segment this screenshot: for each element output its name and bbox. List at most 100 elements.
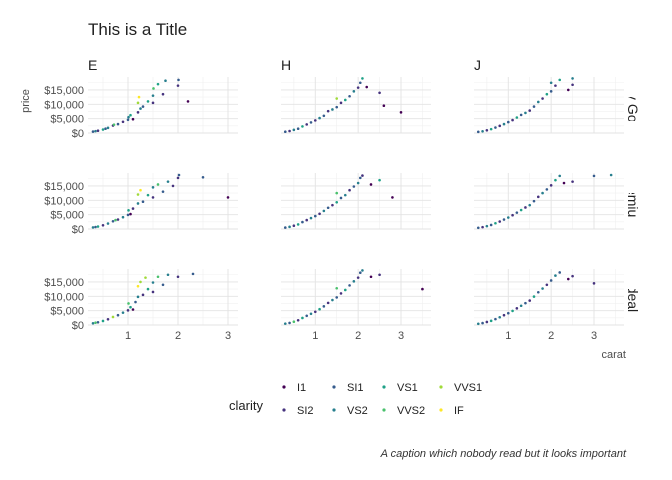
facet-row-label: Very Good <box>625 72 641 138</box>
data-point <box>369 275 373 279</box>
chart-caption: A caption which nobody read but it looks… <box>380 448 627 460</box>
legend-label: SI1 <box>347 382 364 394</box>
data-point <box>156 82 160 86</box>
facet-panel-H-ideal: 1 2 3 <box>281 269 431 342</box>
data-point <box>515 116 519 119</box>
y-tick-label: $15,000 <box>44 181 84 193</box>
data-point <box>111 219 115 223</box>
data-point <box>494 126 497 129</box>
data-point <box>502 218 506 221</box>
data-point <box>352 90 356 93</box>
legend-item-vs1: VS1 <box>382 382 418 394</box>
data-point <box>519 113 523 117</box>
data-point <box>532 105 536 108</box>
data-point <box>166 273 170 277</box>
data-point <box>489 127 493 131</box>
data-point <box>382 104 386 108</box>
data-point <box>283 322 287 325</box>
data-point <box>532 199 536 203</box>
y-tick-label: $15,000 <box>44 277 84 289</box>
data-point <box>146 100 150 103</box>
data-point <box>283 130 287 134</box>
data-point <box>348 188 351 192</box>
data-point <box>139 280 142 284</box>
data-point <box>335 286 339 290</box>
data-point <box>283 226 287 229</box>
data-point <box>545 92 549 96</box>
data-point <box>335 97 339 100</box>
data-point <box>562 181 566 185</box>
data-point <box>129 212 132 216</box>
data-point <box>571 77 574 80</box>
data-point <box>511 118 514 122</box>
data-point <box>571 274 574 278</box>
data-point <box>141 293 145 297</box>
data-point <box>356 276 360 279</box>
data-point <box>288 225 291 229</box>
data-point <box>365 85 369 89</box>
data-point <box>309 216 313 220</box>
facet-col-label: E <box>88 57 97 73</box>
data-point <box>335 296 339 299</box>
data-point <box>554 274 557 277</box>
facet-panel-J-very-good: J Very Good <box>474 57 641 138</box>
data-point <box>481 321 484 325</box>
data-point <box>339 292 343 295</box>
data-point <box>545 283 549 287</box>
data-point <box>541 191 544 195</box>
y-tick-label: $10,000 <box>44 291 84 303</box>
data-point <box>151 94 155 97</box>
data-point <box>536 195 540 199</box>
data-point <box>151 290 155 294</box>
y-axis-label: price <box>20 89 32 113</box>
data-point <box>331 298 334 302</box>
y-tick-label: $5,000 <box>50 306 84 318</box>
data-point <box>476 226 480 230</box>
data-point <box>502 313 506 317</box>
facet-panel-J-ideal: 1 2 3 Ideal <box>474 269 641 342</box>
data-point <box>519 208 523 212</box>
legend-label: I1 <box>297 382 306 394</box>
data-point <box>91 226 95 229</box>
data-point <box>94 129 97 133</box>
y-tick-label: $10,000 <box>44 195 84 207</box>
data-point <box>485 128 489 132</box>
data-point <box>136 193 140 196</box>
data-point <box>609 173 613 177</box>
legend-item-vs2: VS2 <box>332 405 368 417</box>
legend-item-vvs1: VVS1 <box>439 382 482 394</box>
data-point <box>391 196 394 199</box>
legend-key <box>332 385 336 389</box>
data-point <box>296 127 300 130</box>
data-point <box>114 218 117 222</box>
data-point <box>335 200 339 204</box>
data-point <box>318 116 321 120</box>
x-tick-label: 1 <box>505 330 511 342</box>
data-point <box>292 320 296 323</box>
data-point <box>549 90 553 93</box>
data-point <box>161 92 165 96</box>
legend-item-i1: I1 <box>282 382 306 394</box>
data-point <box>322 114 326 118</box>
data-point <box>348 284 351 287</box>
facet-col-label: H <box>281 57 291 73</box>
data-point <box>592 174 596 178</box>
data-point <box>343 98 347 102</box>
facet-panel-E-premium: $0 $5,000 $10,000 $15,000 <box>44 173 238 236</box>
data-point <box>144 276 147 279</box>
data-point <box>139 107 142 110</box>
data-point <box>361 174 364 177</box>
data-point <box>352 280 356 283</box>
facet-panel-E-very-good: $0 $5,000 $10,000 $15,000 E <box>44 57 238 140</box>
data-point <box>524 111 527 115</box>
legend-item-si2: SI2 <box>282 405 314 417</box>
data-point <box>96 225 100 228</box>
data-point <box>136 202 140 205</box>
data-point <box>156 183 160 186</box>
data-point <box>177 173 181 177</box>
data-point <box>136 101 140 105</box>
data-point <box>141 105 145 108</box>
data-point <box>121 311 125 314</box>
data-point <box>177 78 180 82</box>
data-point <box>511 213 514 217</box>
